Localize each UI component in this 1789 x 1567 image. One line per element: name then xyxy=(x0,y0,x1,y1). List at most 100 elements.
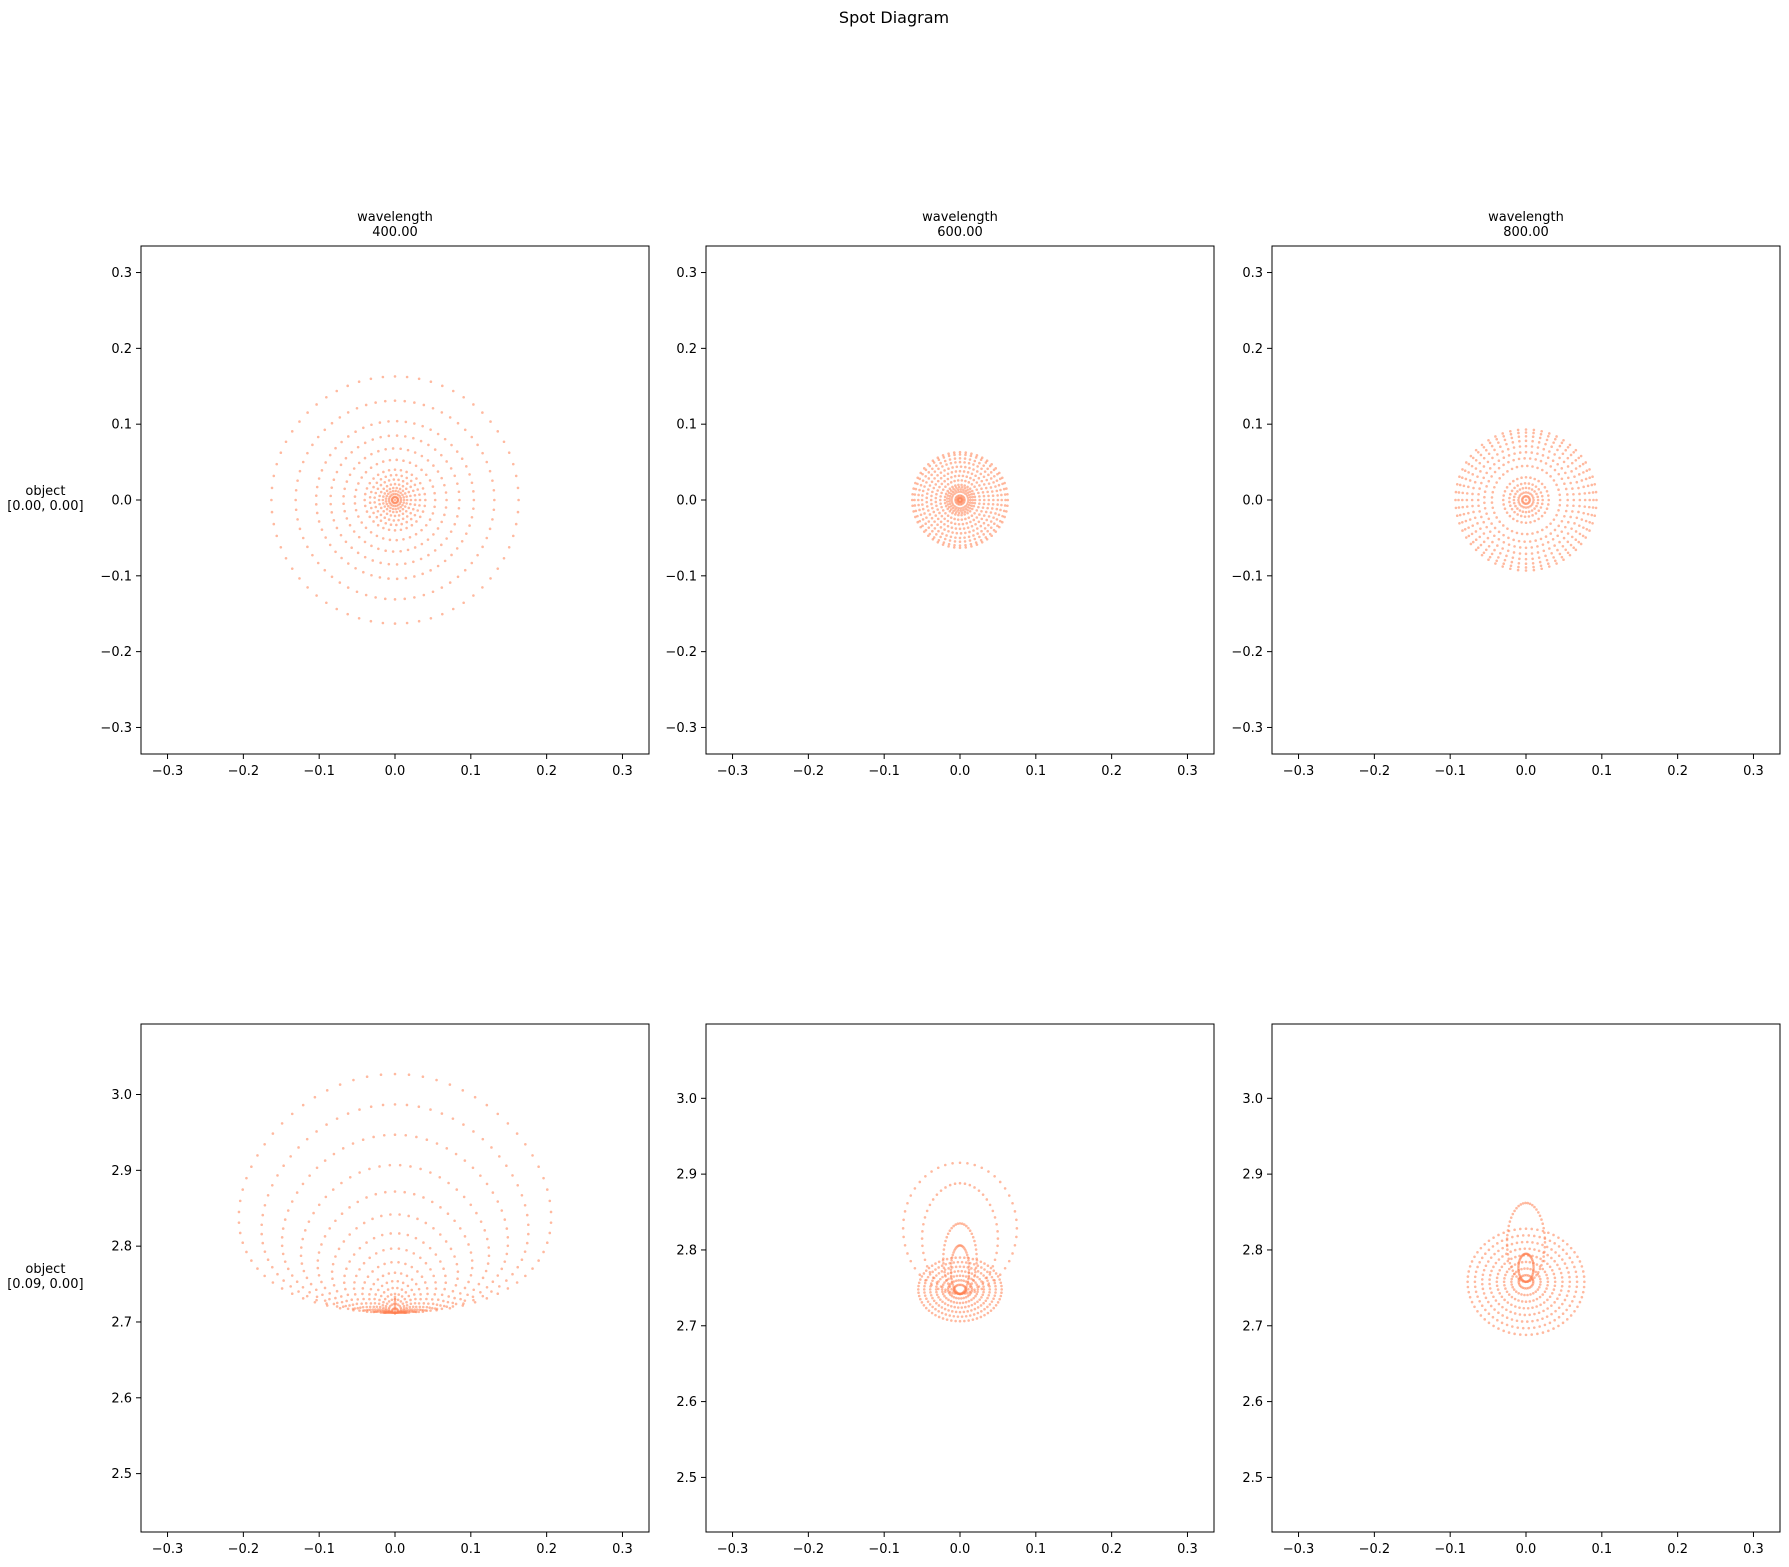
spot-point xyxy=(906,1201,909,1205)
spot-point xyxy=(1474,467,1478,470)
spot-point xyxy=(459,1297,462,1301)
spot-point xyxy=(972,1296,975,1300)
spot-point xyxy=(311,553,314,557)
spot-point xyxy=(353,1281,356,1284)
spot-point xyxy=(1564,448,1568,452)
spot-point xyxy=(975,516,979,519)
spot-point xyxy=(1502,1231,1505,1235)
spot-point xyxy=(1493,448,1496,452)
spot-point xyxy=(1536,530,1539,534)
spot-point xyxy=(365,1241,368,1244)
spot-point xyxy=(241,1241,245,1245)
spot-point xyxy=(957,513,960,517)
spot-point xyxy=(926,1275,930,1279)
spot-point xyxy=(1571,487,1574,490)
spot-point xyxy=(992,1269,996,1272)
spot-point xyxy=(1582,526,1585,529)
spot-point xyxy=(939,461,942,465)
spot-point xyxy=(496,567,500,570)
spot-point xyxy=(988,1273,992,1276)
spot-point xyxy=(393,1271,397,1274)
spot-point xyxy=(1469,454,1473,458)
spot-point xyxy=(917,1284,920,1288)
spot-point xyxy=(422,1196,425,1199)
spot-point xyxy=(970,1267,973,1270)
spot-point xyxy=(1584,461,1588,464)
spot-point xyxy=(442,1267,445,1270)
spot-point xyxy=(433,498,437,502)
spot-point xyxy=(922,1251,925,1255)
spot-point xyxy=(1011,1201,1014,1205)
spot-point xyxy=(1541,528,1544,532)
spot-point xyxy=(968,458,972,461)
spot-point xyxy=(427,553,430,557)
spot-point xyxy=(1534,485,1538,488)
spot-point xyxy=(970,482,974,486)
spot-point xyxy=(237,1210,241,1214)
spot-point xyxy=(1561,1280,1564,1284)
spot-point xyxy=(1485,512,1488,515)
spot-point xyxy=(991,502,995,506)
spot-point xyxy=(358,1108,361,1111)
spot-point xyxy=(485,1237,489,1241)
spot-point xyxy=(429,616,433,620)
spot-point xyxy=(401,493,404,497)
spot-point xyxy=(496,1292,500,1296)
spot-point xyxy=(984,536,988,539)
spot-point xyxy=(548,1231,552,1235)
spot-point xyxy=(379,1073,383,1077)
spot-point xyxy=(985,478,989,482)
spot-point xyxy=(298,469,302,473)
spot-point xyxy=(1463,469,1467,473)
spot-point xyxy=(960,511,964,514)
spot-point xyxy=(944,485,947,489)
spot-point xyxy=(1500,1239,1504,1243)
spot-point xyxy=(993,1281,997,1285)
spot-point xyxy=(1491,456,1494,460)
spot-point xyxy=(1546,435,1550,438)
spot-point xyxy=(1558,456,1561,460)
spot-point xyxy=(992,498,995,502)
spot-point xyxy=(994,1284,997,1288)
spot-point xyxy=(296,479,299,482)
spot-point xyxy=(1487,558,1490,562)
spot-point xyxy=(381,1304,385,1307)
spot-point xyxy=(1001,482,1004,486)
spot-point xyxy=(308,1291,311,1294)
spot-point xyxy=(353,1293,357,1296)
spot-point xyxy=(931,459,935,462)
spot-point xyxy=(357,482,360,485)
spot-point xyxy=(968,539,972,542)
spot-point xyxy=(1524,557,1528,561)
spot-point xyxy=(1542,447,1546,451)
spot-point xyxy=(1566,504,1569,507)
spot-point xyxy=(1552,1233,1555,1237)
spot-point xyxy=(934,514,938,517)
spot-point xyxy=(965,494,969,497)
spot-point xyxy=(397,518,400,522)
spot-point xyxy=(405,1103,409,1107)
spot-point xyxy=(963,536,966,539)
spot-point xyxy=(950,1310,954,1313)
spot-point xyxy=(975,543,979,546)
spot-point xyxy=(1543,1270,1547,1274)
spot-point xyxy=(958,469,962,473)
spot-point xyxy=(989,1309,993,1312)
spot-point xyxy=(289,1155,292,1158)
spot-point xyxy=(960,1292,964,1295)
spot-point xyxy=(405,621,409,625)
spot-point xyxy=(975,470,979,473)
spot-point xyxy=(953,453,956,457)
spot-point xyxy=(1484,1252,1487,1255)
y-tick-label: 0.0 xyxy=(1242,494,1263,509)
spot-point xyxy=(1495,516,1498,519)
spot-point xyxy=(955,465,959,469)
spot-point xyxy=(280,1122,284,1125)
spot-point xyxy=(1522,1306,1526,1310)
spot-point xyxy=(1564,548,1568,552)
spot-point xyxy=(306,411,309,414)
spot-point xyxy=(385,512,389,516)
spot-point xyxy=(980,509,983,513)
spot-point xyxy=(1533,519,1536,523)
spot-point xyxy=(1540,1263,1543,1267)
